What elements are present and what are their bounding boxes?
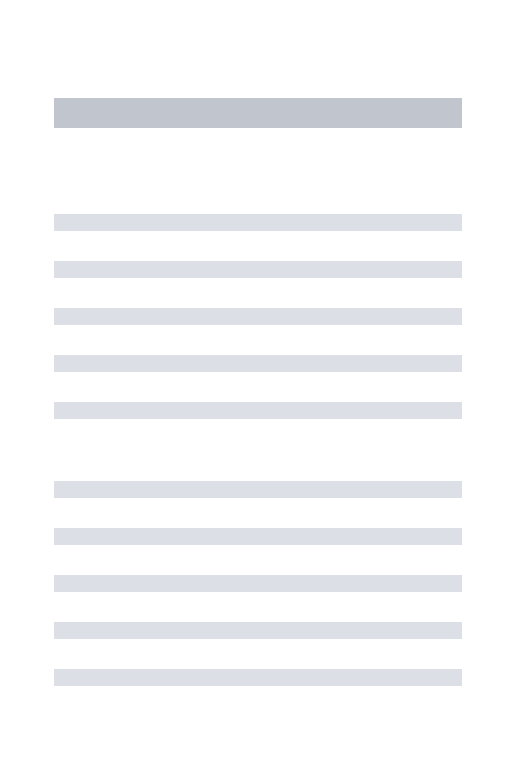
text-line-placeholder [54,402,462,419]
text-line-placeholder [54,622,462,639]
section-2 [54,481,462,686]
section-1 [54,214,462,419]
skeleton-container [0,0,516,770]
text-line-placeholder [54,669,462,686]
text-line-placeholder [54,355,462,372]
text-line-placeholder [54,481,462,498]
section-gap [54,449,462,481]
title-placeholder [54,98,462,128]
text-line-placeholder [54,308,462,325]
text-line-placeholder [54,528,462,545]
text-line-placeholder [54,575,462,592]
text-line-placeholder [54,214,462,231]
text-line-placeholder [54,261,462,278]
